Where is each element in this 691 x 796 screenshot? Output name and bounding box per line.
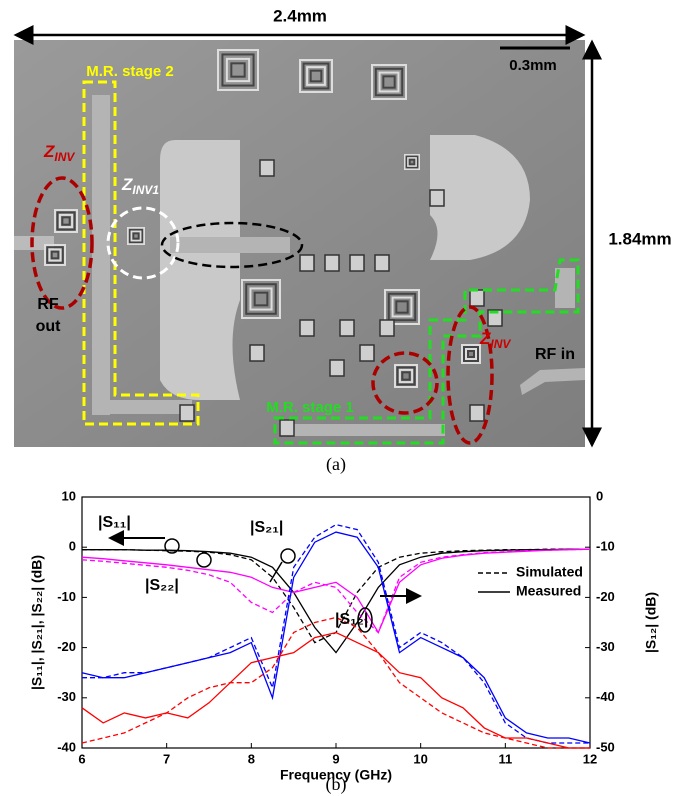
x-tick-label: 8 [248, 751, 255, 766]
series-annotation: |S₂₁| [250, 519, 283, 536]
series-annotation: |S₁₁| [98, 514, 131, 531]
x-tick-label: 7 [163, 751, 170, 766]
zinv1-main: Z [121, 175, 133, 194]
feed-line [92, 400, 192, 414]
y-tick-label: 0 [69, 539, 76, 554]
feed-line [285, 424, 445, 436]
component [430, 190, 444, 206]
component [375, 255, 389, 271]
component [380, 320, 394, 336]
x-tick-label: 6 [78, 751, 85, 766]
series-annotation: |S₂₂| [145, 577, 179, 594]
scale-label: 0.3mm [509, 57, 557, 74]
component [325, 255, 339, 271]
component [350, 255, 364, 271]
rf-out-label: RF [37, 296, 59, 313]
page: 2.4mm 1.84mm 0.3mm M.R. stage 2 M.R. sta… [0, 0, 691, 796]
y-tick-label: -40 [57, 739, 76, 754]
component [250, 345, 264, 361]
component [300, 255, 314, 271]
y2-tick-label: -20 [596, 589, 615, 604]
y-tick-label: -20 [57, 639, 76, 654]
y2-tick-label: -50 [596, 739, 615, 754]
chip-photo [14, 40, 585, 447]
y-tick-label: -10 [57, 589, 76, 604]
feed-line [92, 95, 110, 415]
component [470, 290, 484, 306]
feed-line [170, 237, 290, 253]
legend-label: Simulated [516, 564, 583, 580]
y2-tick-label: -10 [596, 539, 615, 554]
zinv1-sub: INV1 [132, 183, 159, 197]
stage1-label: M.R. stage 1 [266, 399, 354, 416]
stage2-label: M.R. stage 2 [86, 63, 174, 80]
zinv-main: Z [479, 329, 491, 348]
rf-out-label: out [36, 318, 62, 335]
legend-label: Measured [516, 583, 581, 599]
component [360, 345, 374, 361]
series-annotation: |S₁₂| [335, 611, 368, 628]
component [180, 405, 194, 421]
caption: (b) [326, 774, 347, 795]
x-tick-label: 11 [498, 751, 512, 766]
y2-tick-label: 0 [596, 488, 603, 503]
y-axis-label: |S₁₁|, |S₂₁|, |S₂₂| (dB) [29, 555, 45, 690]
component [330, 360, 344, 376]
y2-tick-label: -30 [596, 639, 615, 654]
component [340, 320, 354, 336]
width-label: 2.4mm [273, 6, 327, 25]
rf-in-label: RF in [535, 346, 575, 363]
height-label: 1.84mm [608, 229, 671, 248]
component [300, 320, 314, 336]
figure: 2.4mm 1.84mm 0.3mm M.R. stage 2 M.R. sta… [0, 0, 691, 796]
y-tick-label: 10 [62, 488, 76, 503]
y-tick-label: -30 [57, 689, 76, 704]
component [280, 420, 294, 436]
x-tick-label: 9 [332, 751, 339, 766]
component [470, 405, 484, 421]
y2-tick-label: -40 [596, 689, 615, 704]
x-tick-label: 10 [413, 751, 427, 766]
component [260, 160, 274, 176]
zinv-sub: INV [490, 337, 511, 351]
pad [160, 140, 240, 400]
zinv-sub: INV [54, 150, 75, 164]
y2-axis-label: |S₁₂| (dB) [643, 592, 659, 653]
zinv-main: Z [43, 142, 55, 161]
caption: (a) [326, 454, 346, 475]
